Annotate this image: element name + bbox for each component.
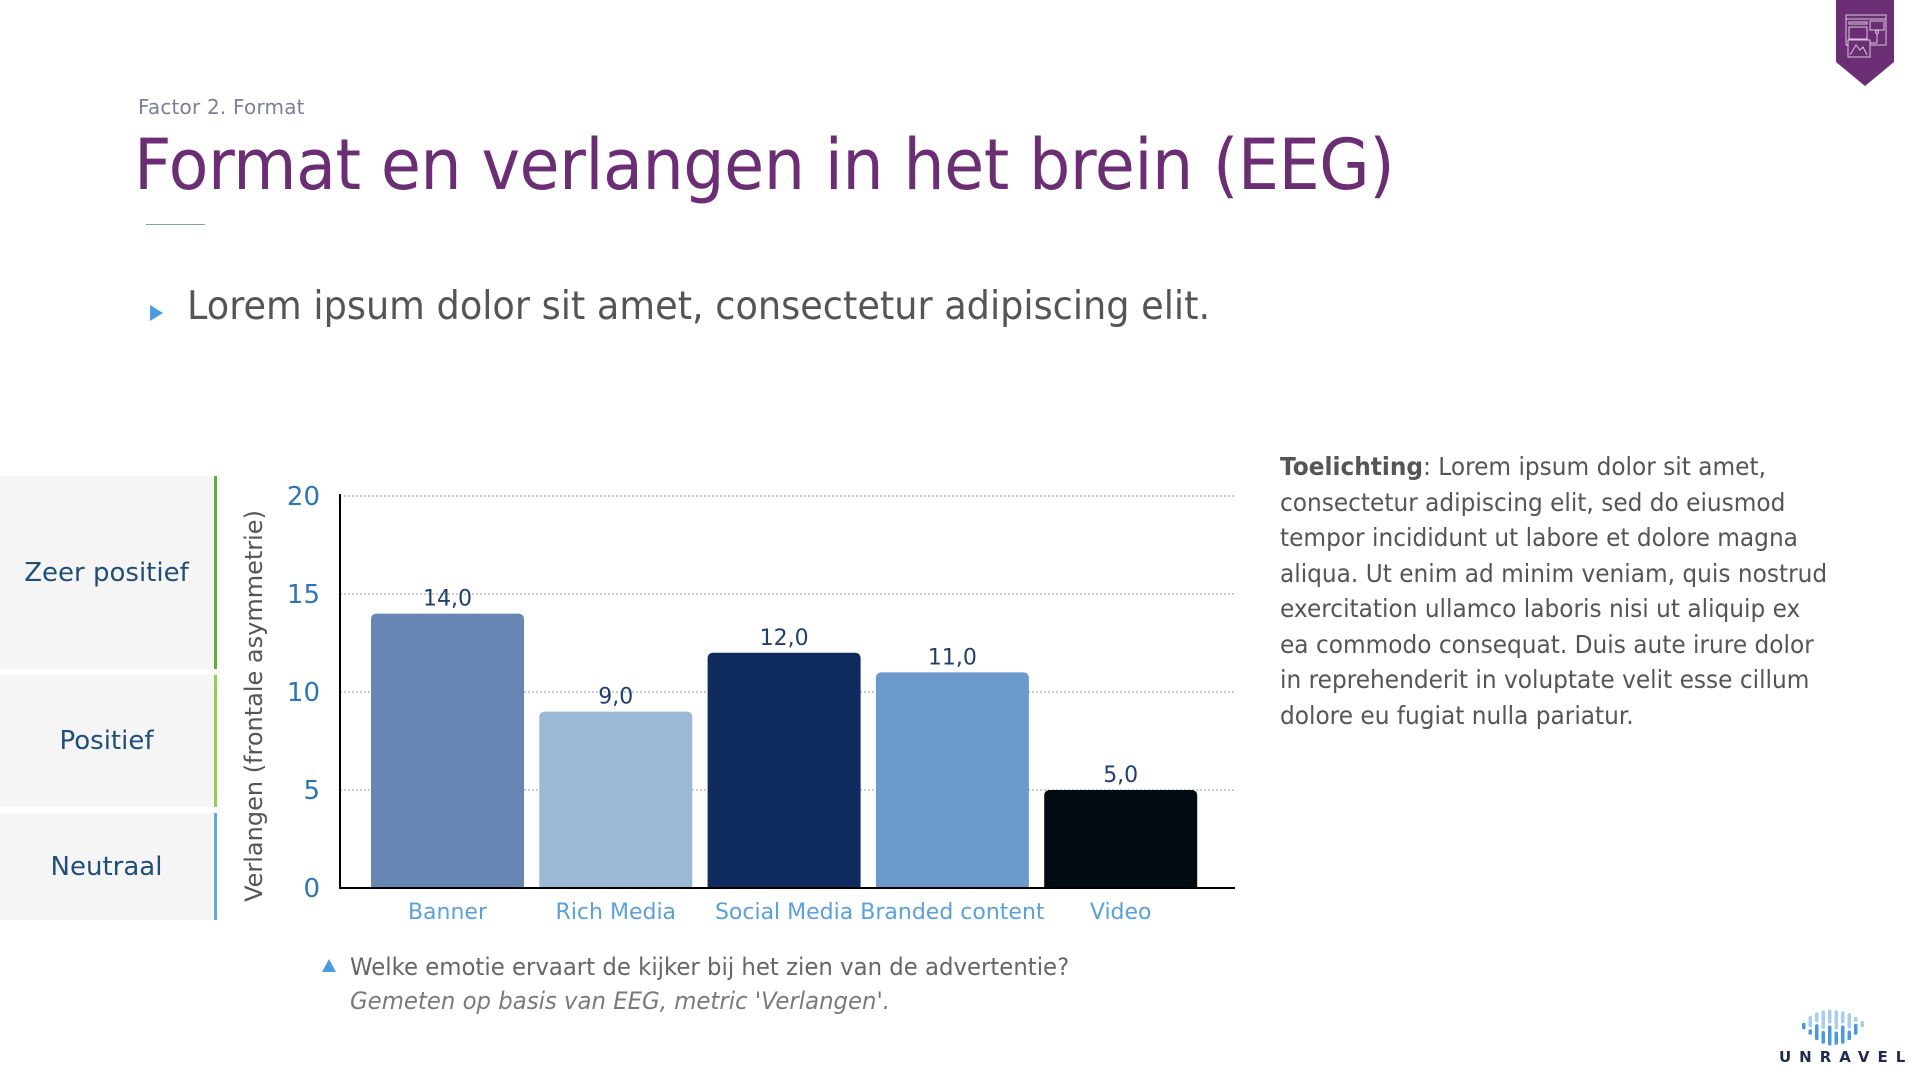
page-title: Format en verlangen in het brein (EEG) [134, 124, 1395, 206]
value-labels: 14,0 9,0 12,0 11,0 5,0 [423, 587, 1138, 788]
bar-social-media [707, 652, 861, 888]
bar-chart: 0 5 10 15 20 14,0 9,0 12,0 11,0 5,0 Banner Rich M… [240, 482, 1235, 925]
breadcrumb: Factor 2. Format [138, 95, 305, 119]
scale-positief: Positief [0, 675, 213, 807]
bar-video [1044, 790, 1198, 888]
explanation-line: dolore eu fugiat nulla pariatur. [1280, 700, 1634, 730]
bullet-text: Lorem ipsum dolor sit amet, consectetur … [187, 284, 1211, 329]
scale-label: Zeer positief [24, 557, 189, 588]
data-label: 5,0 [1103, 763, 1138, 788]
unravel-logo-icon [1802, 1009, 1864, 1046]
y-tick-labels: 0 5 10 15 20 [287, 482, 320, 904]
scale-zeer-positief: Zeer positief [0, 476, 213, 669]
x-tick-label: Social Media [715, 900, 853, 925]
explanation-line: exercitation ullamco laboris nisi ut ali… [1280, 594, 1801, 623]
y-tick-label: 20 [287, 482, 320, 512]
x-tick-label: Banner [408, 900, 488, 925]
scale-line-neutraal [214, 813, 217, 920]
data-label: 14,0 [423, 587, 472, 612]
footnote-note: Gemeten op basis van EEG, metric 'Verlan… [350, 987, 891, 1015]
scale-label: Positief [59, 726, 154, 756]
x-tick-label: Branded content [860, 900, 1045, 925]
category-labels: Banner Rich Media Social Media Branded cont… [408, 900, 1152, 925]
explanation-line: Toelichting: Lorem ipsum dolor sit amet, [1280, 449, 1847, 485]
y-tick-label: 5 [303, 776, 320, 806]
bar-banner [371, 613, 524, 888]
y-tick-label: 10 [287, 678, 320, 708]
bars [371, 613, 1198, 888]
y-tick-label: 0 [303, 874, 320, 904]
bullet-triangle-icon [150, 305, 163, 321]
explanation-first-line: : Lorem ipsum dolor sit amet, [1423, 452, 1766, 481]
title-underline [146, 224, 205, 225]
unravel-logo-text: UNRAVEL [1779, 1048, 1914, 1066]
scale-line-positief [214, 675, 217, 807]
data-label: 12,0 [760, 626, 809, 651]
explanation-line: aliqua. Ut enim ad minim veniam, quis no… [1280, 558, 1828, 588]
bar-branded-content [875, 672, 1029, 888]
explanation-label: Toelichting [1280, 452, 1424, 481]
y-axis-title: Verlangen (frontale asymmetrie) [240, 510, 268, 902]
scale-line-zeer-positief [214, 476, 217, 669]
data-label: 11,0 [928, 645, 977, 670]
footnote-question: Welke emotie ervaart de kijker bij het z… [350, 953, 1070, 981]
explanation-line: consectetur adipiscing elit, sed do eius… [1280, 487, 1786, 517]
web-format-icon [1845, 14, 1887, 58]
y-tick-label: 15 [287, 580, 320, 610]
x-tick-label: Rich Media [556, 900, 677, 925]
footnote-triangle-icon [322, 959, 336, 972]
x-tick-label: Video [1090, 900, 1152, 925]
bar-rich-media [539, 711, 693, 888]
explanation-line: tempor incididunt ut labore et dolore ma… [1280, 523, 1798, 552]
scale-neutraal: Neutraal [0, 813, 213, 920]
explanation-text: Toelichting: Lorem ipsum dolor sit amet,… [1280, 449, 1890, 733]
format-badge [1836, 0, 1894, 86]
explanation-line: ea commodo consequat. Duis aute irure do… [1280, 629, 1814, 659]
explanation-line: in reprehenderit in voluptate velit esse… [1280, 665, 1810, 694]
scale-label: Neutraal [50, 851, 163, 882]
data-label: 9,0 [598, 685, 633, 710]
